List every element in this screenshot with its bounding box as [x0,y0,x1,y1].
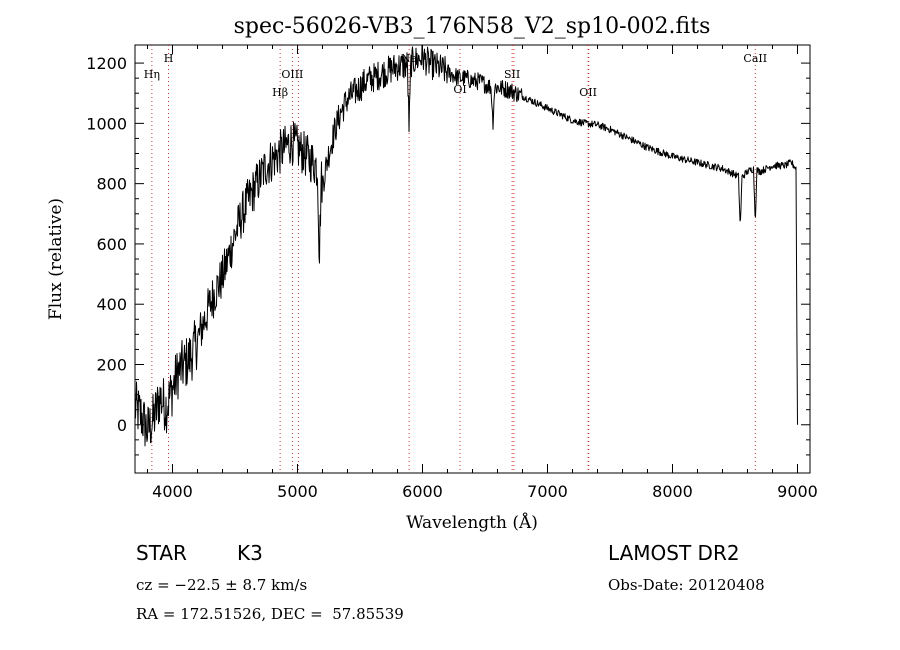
y-tick-label: 1000 [86,114,127,133]
observation-date: Obs-Date: 20120408 [608,576,765,594]
y-tick-label: 600 [96,235,127,254]
line-marker-label: SII [504,68,520,81]
x-tick-label: 6000 [402,482,443,501]
survey-name: LAMOST DR2 [608,541,740,565]
x-tick-label: 4000 [152,482,193,501]
x-tick-label: 5000 [277,482,318,501]
coordinates-readout: RA = 172.51526, DEC = 57.85539 [136,605,404,623]
x-tick-label: 8000 [652,482,693,501]
y-tick-label: 1200 [86,54,127,73]
x-tick-label: 7000 [527,482,568,501]
y-tick-label: 400 [96,295,127,314]
y-tick-label: 0 [117,416,127,435]
chart-title: spec-56026-VB3_176N58_V2_sp10-002.fits [234,14,711,39]
line-marker-label: OII [579,86,597,99]
redshift-readout: cz = −22.5 ± 8.7 km/s [136,576,308,594]
y-axis-label: Flux (relative) [46,198,66,320]
x-axis-label: Wavelength (Å) [406,512,538,533]
axis-tick-layer: 4000 5000 6000 7000 8000 9000 0 200 400 600 800 100… [86,45,818,501]
line-marker-label: H [164,52,174,65]
line-marker-label: CaII [743,52,767,65]
spectrum-series-line [134,44,798,447]
line-marker-label: Hβ [272,86,288,99]
spectral-class: STAR [136,541,187,565]
line-marker-label: Hη [144,68,160,81]
x-tick-label: 9000 [777,482,818,501]
spectral-subclass: K3 [237,541,263,565]
series-layer [134,44,798,447]
plot-frame [134,44,811,474]
line-marker-label: OIII [281,68,303,81]
line-marker-label: OI [453,83,466,96]
y-tick-label: 200 [96,355,127,374]
y-tick-label: 800 [96,175,127,194]
